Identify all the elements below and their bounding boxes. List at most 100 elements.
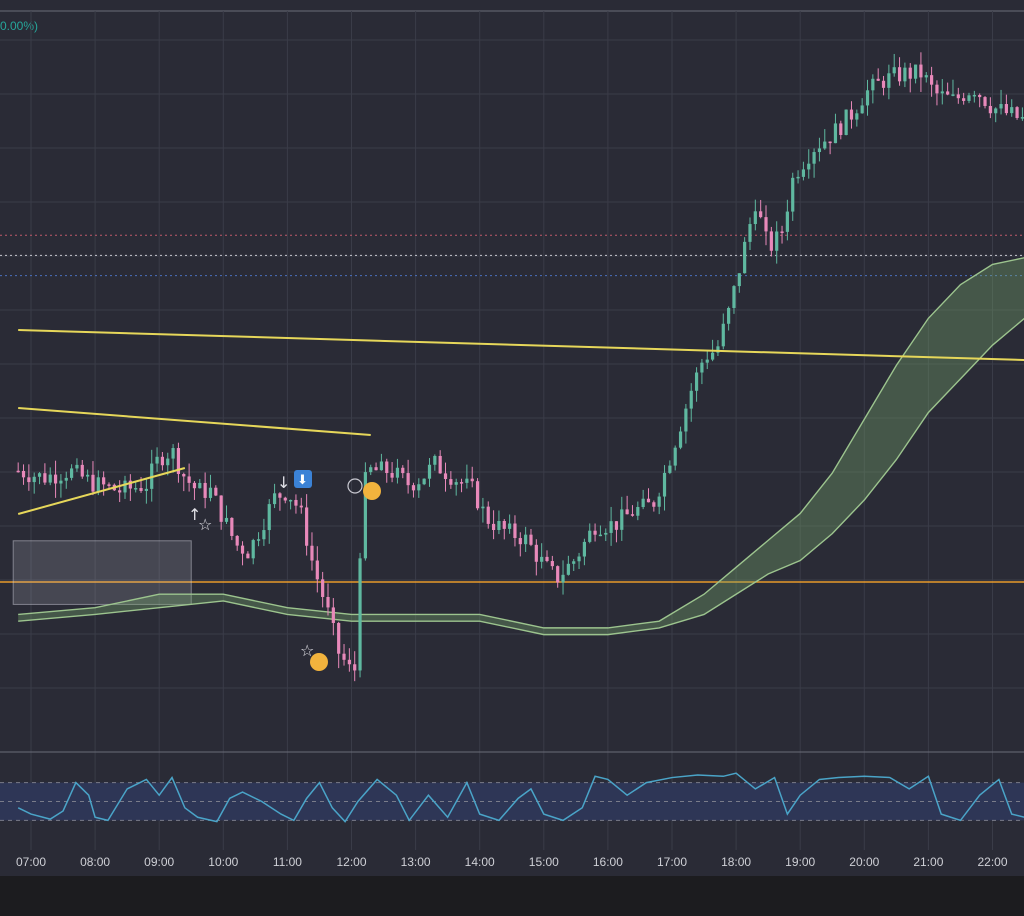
candle-body	[278, 493, 282, 498]
candle-body	[1010, 107, 1014, 114]
candle-body	[449, 479, 453, 485]
candle-body	[978, 94, 982, 98]
candle-body	[176, 448, 181, 474]
candle-body	[876, 78, 880, 81]
candle-body	[214, 487, 218, 496]
candle-body	[240, 545, 245, 554]
horizontal-price-lines	[0, 234, 1024, 583]
candle-body	[262, 530, 266, 540]
candle-body	[662, 472, 667, 497]
candle-body	[134, 488, 138, 490]
candle-body	[331, 607, 335, 623]
candle-body	[481, 506, 485, 509]
candle-body	[289, 499, 293, 502]
x-tick-label: 16:00	[593, 855, 623, 869]
candle-body	[86, 474, 90, 477]
candle-body	[796, 176, 800, 179]
candle-body	[192, 482, 197, 489]
candle-body	[593, 530, 597, 535]
candle-body	[427, 464, 432, 479]
candle-body	[182, 473, 186, 477]
candle-body	[614, 521, 619, 530]
candle-body	[791, 177, 795, 212]
star-icon: ☆	[300, 641, 314, 660]
candle-body	[171, 448, 175, 459]
candle-body	[144, 488, 148, 491]
candle-body	[406, 473, 410, 486]
candlestick-series	[16, 52, 1024, 682]
candle-body	[235, 535, 239, 546]
candle-body	[636, 507, 640, 516]
candle-body	[256, 539, 261, 541]
candle-body	[363, 472, 367, 559]
down-arrow-badge-icon	[294, 470, 312, 488]
x-tick-label: 17:00	[657, 855, 687, 869]
candle-body	[102, 477, 106, 485]
candle-body	[166, 458, 170, 466]
candle-body	[53, 474, 58, 484]
candle-body	[21, 470, 26, 478]
grimace-emoji-icon	[363, 482, 381, 500]
candle-body	[385, 461, 389, 474]
candle-body	[972, 94, 976, 97]
candle-body	[96, 477, 100, 492]
candle-body	[887, 73, 891, 88]
candle-body	[459, 482, 464, 484]
candle-body	[203, 482, 207, 498]
candle-body	[881, 80, 886, 88]
candle-body	[43, 473, 47, 483]
candle-body	[561, 574, 565, 583]
candle-body	[967, 95, 971, 101]
candle-body	[748, 224, 752, 242]
candle-body	[64, 477, 68, 481]
x-tick-label: 15:00	[529, 855, 559, 869]
candle-body	[491, 523, 496, 530]
candle-body	[727, 307, 731, 324]
candle-body	[347, 659, 351, 665]
candle-body	[946, 91, 950, 95]
neutral-emoji-icon	[347, 478, 363, 494]
x-tick-label: 21:00	[913, 855, 943, 869]
candle-body	[759, 211, 763, 218]
candle-body	[1020, 117, 1024, 119]
candle-body	[780, 231, 784, 233]
stochastic-indicator-pane	[0, 772, 1024, 823]
candle-body	[187, 476, 191, 483]
candle-body	[374, 467, 378, 471]
event-markers: ↑ ☆ ↓ ⬇ ☆	[188, 470, 381, 671]
trendline	[18, 329, 1024, 361]
x-tick-label: 19:00	[785, 855, 815, 869]
ribbon-fill	[18, 257, 1024, 635]
candle-body	[823, 141, 827, 149]
x-tick-label: 12:00	[336, 855, 366, 869]
candle-body	[871, 78, 875, 91]
candle-body	[620, 509, 624, 530]
x-tick-label: 10:00	[208, 855, 238, 869]
candle-body	[123, 480, 127, 493]
candle-body	[860, 105, 864, 114]
candle-body	[999, 104, 1003, 109]
candle-body	[753, 211, 757, 225]
candle-body	[737, 273, 741, 287]
candle-body	[27, 477, 31, 483]
candle-body	[411, 485, 416, 491]
candle-body	[470, 478, 474, 482]
x-tick-label: 14:00	[465, 855, 495, 869]
candle-body	[855, 113, 859, 120]
candle-body	[705, 359, 709, 363]
candle-body	[956, 94, 960, 99]
candle-body	[69, 468, 74, 478]
candle-body	[369, 467, 373, 473]
candle-body	[139, 488, 143, 491]
star-icon: ☆	[198, 515, 212, 534]
candle-body	[251, 540, 255, 559]
x-tick-label: 18:00	[721, 855, 751, 869]
candle-body	[48, 474, 52, 483]
candle-body	[913, 64, 918, 79]
candle-body	[379, 461, 384, 471]
candle-body	[497, 520, 501, 530]
trendline	[18, 407, 371, 436]
candle-body	[764, 217, 768, 232]
candle-body	[988, 105, 992, 114]
